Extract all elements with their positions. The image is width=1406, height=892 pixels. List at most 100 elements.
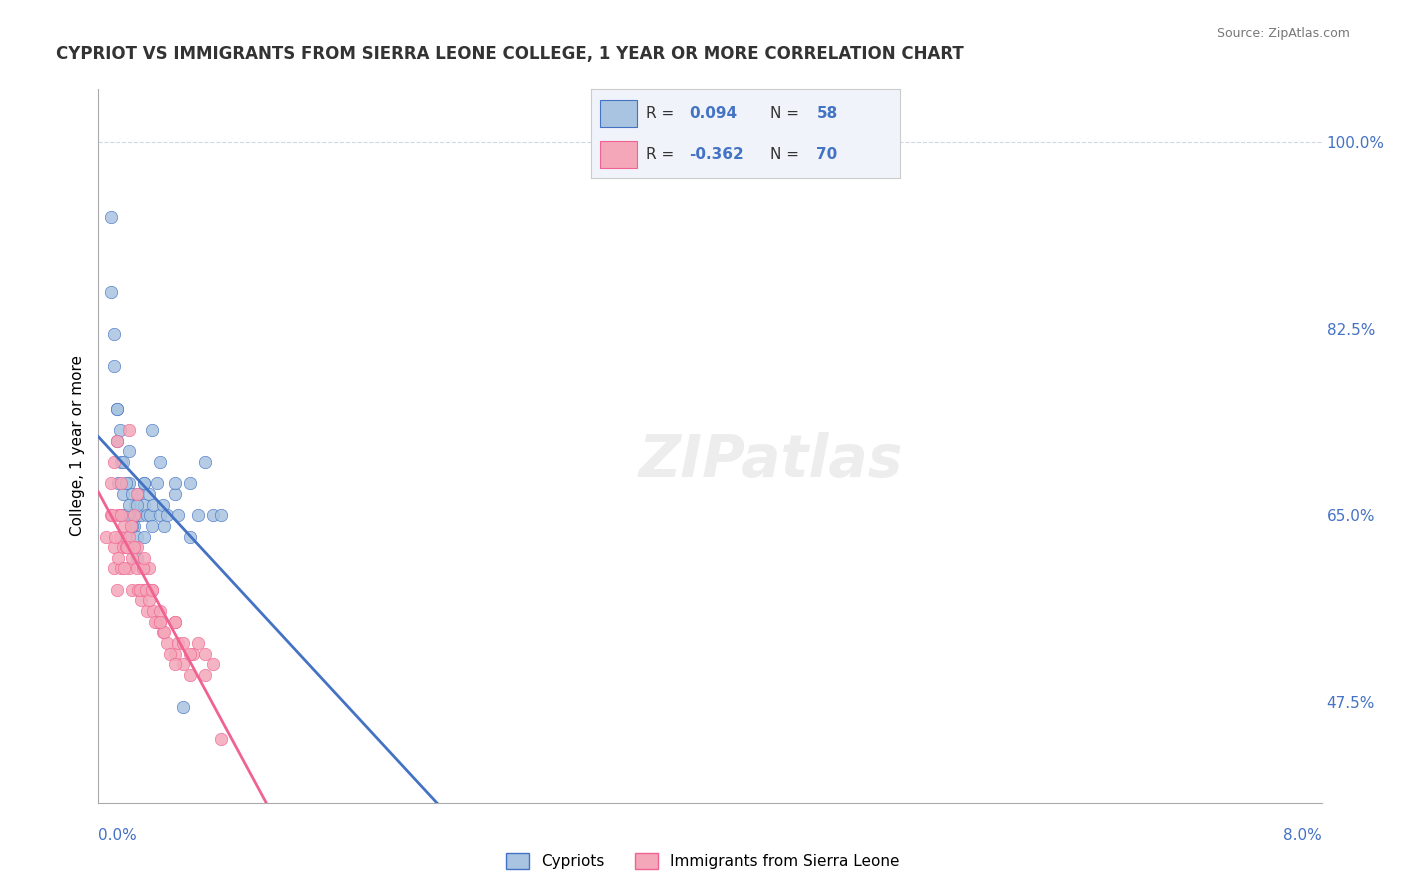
Point	[118, 444, 141, 458]
Point	[138, 487, 160, 501]
Point	[110, 508, 132, 523]
Point	[153, 519, 176, 533]
Point	[115, 476, 138, 491]
Point	[120, 519, 142, 533]
Point	[172, 636, 194, 650]
Point	[101, 508, 124, 523]
Point	[142, 498, 165, 512]
Text: R =: R =	[647, 147, 679, 161]
Point	[118, 529, 141, 543]
Point	[125, 508, 148, 523]
Point	[121, 487, 143, 501]
Point	[134, 529, 156, 543]
Point	[108, 423, 131, 437]
Point	[103, 327, 125, 342]
Point	[129, 508, 152, 523]
Point	[163, 657, 186, 672]
Point	[143, 615, 166, 629]
Point	[142, 604, 165, 618]
Point	[111, 487, 134, 501]
Point	[112, 508, 135, 523]
Point	[107, 550, 129, 565]
Point	[105, 401, 128, 416]
Point	[118, 561, 141, 575]
Point	[111, 455, 134, 469]
Point	[125, 487, 148, 501]
Point	[202, 657, 225, 672]
Legend: Cypriots, Immigrants from Sierra Leone: Cypriots, Immigrants from Sierra Leone	[501, 847, 905, 875]
Point	[104, 529, 127, 543]
Point	[132, 561, 155, 575]
Point	[125, 498, 148, 512]
Point	[122, 540, 145, 554]
Point	[111, 540, 134, 554]
Point	[134, 561, 156, 575]
Point	[163, 615, 186, 629]
Point	[141, 423, 163, 437]
Text: N =: N =	[770, 147, 804, 161]
Point	[110, 561, 132, 575]
Point	[159, 647, 181, 661]
Text: -0.362: -0.362	[689, 147, 744, 161]
Point	[125, 529, 148, 543]
Point	[100, 508, 122, 523]
Point	[194, 647, 217, 661]
Point	[172, 657, 194, 672]
Point	[125, 550, 148, 565]
Point	[118, 498, 141, 512]
Point	[181, 647, 204, 661]
Y-axis label: College, 1 year or more: College, 1 year or more	[69, 356, 84, 536]
Point	[179, 476, 201, 491]
Point	[209, 731, 232, 746]
Point	[122, 508, 145, 523]
Point	[125, 540, 148, 554]
Point	[122, 540, 145, 554]
Point	[153, 625, 176, 640]
Text: 70: 70	[817, 147, 838, 161]
Point	[121, 550, 143, 565]
Point	[100, 210, 122, 224]
Point	[107, 508, 129, 523]
Point	[149, 615, 172, 629]
Point	[118, 423, 141, 437]
Point	[209, 508, 232, 523]
Point	[112, 561, 135, 575]
Point	[125, 561, 148, 575]
Point	[115, 540, 138, 554]
Point	[136, 604, 159, 618]
Text: 8.0%: 8.0%	[1282, 828, 1322, 843]
Point	[156, 508, 179, 523]
Point	[118, 476, 141, 491]
Bar	[600, 141, 637, 168]
Bar	[600, 100, 637, 127]
Point	[103, 561, 125, 575]
Point	[103, 540, 125, 554]
Point	[115, 529, 138, 543]
Point	[100, 476, 122, 491]
Point	[138, 561, 160, 575]
Text: ZIPatlas: ZIPatlas	[638, 432, 904, 489]
Text: 0.094: 0.094	[689, 106, 738, 120]
Point	[134, 476, 156, 491]
Point	[127, 487, 149, 501]
Point	[139, 508, 162, 523]
Point	[112, 519, 135, 533]
Text: R =: R =	[647, 106, 679, 120]
Point	[105, 434, 128, 448]
Point	[128, 582, 150, 597]
Point	[110, 455, 132, 469]
Point	[163, 615, 186, 629]
Point	[108, 529, 131, 543]
Point	[124, 498, 146, 512]
Text: CYPRIOT VS IMMIGRANTS FROM SIERRA LEONE COLLEGE, 1 YEAR OR MORE CORRELATION CHAR: CYPRIOT VS IMMIGRANTS FROM SIERRA LEONE …	[56, 45, 965, 62]
Point	[105, 582, 128, 597]
Point	[134, 550, 156, 565]
Point	[110, 508, 132, 523]
Text: 0.0%: 0.0%	[98, 828, 138, 843]
Point	[141, 519, 163, 533]
Text: 58: 58	[817, 106, 838, 120]
Point	[149, 615, 172, 629]
Point	[122, 519, 145, 533]
Point	[156, 636, 179, 650]
Point	[179, 647, 201, 661]
